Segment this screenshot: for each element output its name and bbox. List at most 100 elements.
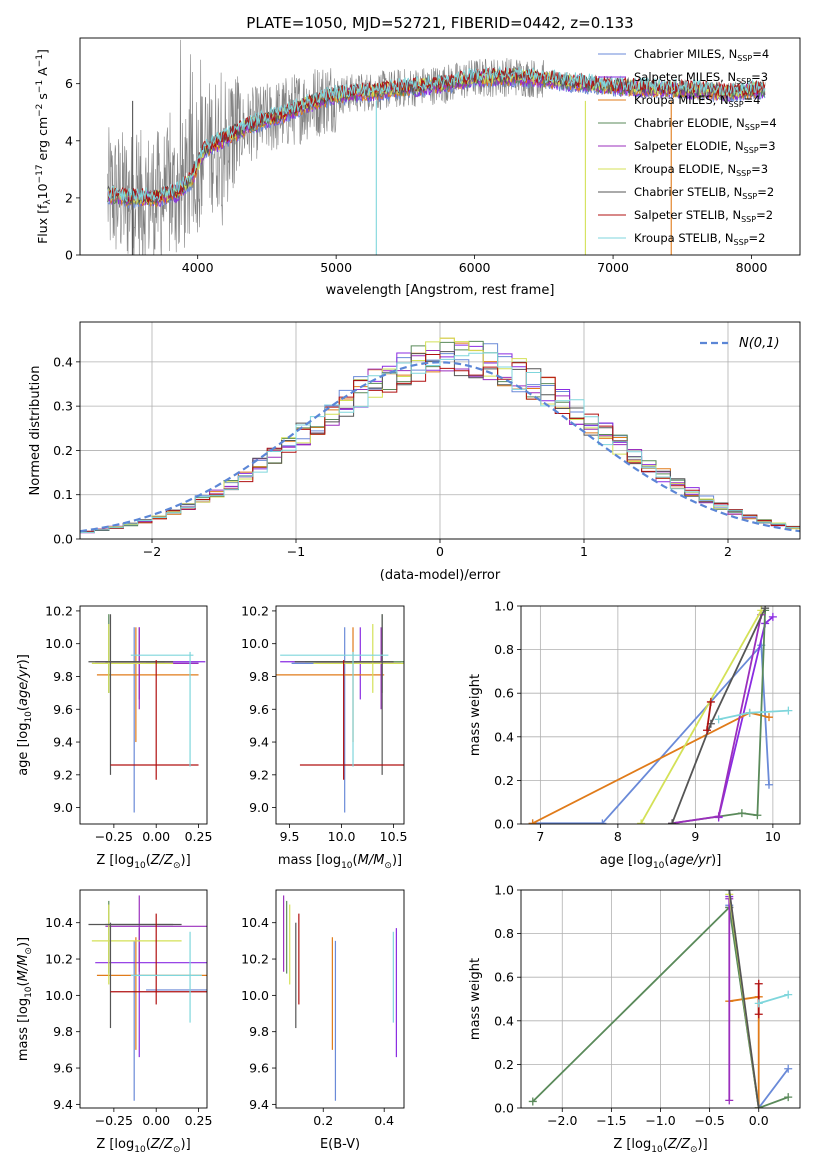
point-marker — [761, 606, 770, 613]
legend-label: Kroupa STELIB, NSSP=2 — [634, 231, 765, 247]
legend-label: Salpeter MILES, NSSP=3 — [634, 70, 768, 86]
y-axis-label: mass weight — [468, 674, 483, 756]
x-tick-label: −1.5 — [596, 1113, 626, 1128]
label-part: ( — [16, 706, 31, 711]
y-tick-label: 9.4 — [53, 1097, 73, 1112]
legend-label: Chabrier STELIB, NSSP=2 — [634, 185, 774, 201]
label-part: )] — [16, 654, 31, 664]
legend-text: =4 — [760, 116, 777, 130]
legend-label: Chabrier MILES, NSSP=4 — [634, 47, 769, 63]
legend-text: Chabrier ELODIE, N — [634, 116, 745, 130]
histogram-series — [80, 352, 800, 533]
x-tick-label: −0.25 — [95, 829, 133, 844]
y-tick-label: 0.1 — [53, 487, 73, 502]
x-tick-label: 10.0 — [328, 829, 356, 844]
legend-text: =4 — [744, 93, 761, 107]
axes-frame — [79, 889, 208, 1109]
clipped-group — [80, 337, 800, 534]
x-axis-label: E(B-V) — [320, 1137, 360, 1152]
point-marker — [706, 697, 715, 706]
x-tick-label: 1 — [580, 544, 588, 559]
label-part: )] — [16, 937, 31, 947]
y-tick-label: 10.0 — [241, 988, 269, 1003]
x-tick-label: 0.25 — [185, 829, 213, 844]
y-tick-label: 10.4 — [241, 915, 269, 930]
x-tick-label: −2 — [143, 544, 161, 559]
y-tick-label: 4 — [65, 133, 73, 148]
axes-frame — [275, 889, 405, 1109]
label-part: Z [log — [613, 1137, 651, 1152]
label-part: )] — [698, 1137, 708, 1152]
axes-frame — [79, 37, 801, 256]
y-tick-label: 10.2 — [241, 603, 269, 618]
mass-weight-line — [728, 890, 760, 1108]
axes-frame — [79, 605, 208, 825]
legend-text: =2 — [749, 231, 766, 245]
x-tick-label: 7 — [536, 829, 544, 844]
label-sub: 10 — [653, 861, 665, 871]
label-part: Z/Z — [667, 1137, 691, 1152]
y-tick-label: 9.4 — [249, 1097, 269, 1112]
point-marker — [528, 819, 537, 824]
legend-text: Salpeter STELIB, N — [634, 208, 741, 222]
axis-label: Z [log10(Z/Z⊙)] — [613, 1137, 707, 1155]
mass-weight-line — [706, 701, 712, 731]
x-axis-label: wavelength [Angstrom, rest frame] — [326, 283, 555, 298]
point-marker — [765, 713, 773, 722]
legend-sub: SSP — [729, 100, 744, 109]
legend-text: Salpeter MILES, N — [634, 70, 736, 84]
y-tick-label: 0.4 — [494, 729, 514, 744]
clipped-group — [88, 895, 207, 1101]
point-marker — [765, 780, 773, 789]
label-part: s — [35, 93, 50, 104]
x-tick-label: 2 — [724, 544, 732, 559]
point-marker — [753, 811, 762, 820]
legend-text: Salpeter ELODIE, N — [634, 139, 744, 153]
label-sup: −2 — [35, 104, 45, 117]
y-tick-label: 0 — [65, 248, 73, 263]
label-part: mass [log — [16, 998, 31, 1061]
x-axis-label: (data-model)/error — [380, 568, 501, 583]
legend-sub: SSP — [742, 192, 757, 201]
y-tick-label: 9.2 — [53, 767, 73, 782]
label-sub: 10 — [341, 861, 353, 871]
legend-label: Kroupa MILES, NSSP=4 — [634, 93, 760, 109]
y-tick-label: 10.0 — [45, 988, 73, 1003]
legend-sub: SSP — [745, 123, 760, 132]
legend-sub: SSP — [736, 77, 751, 86]
clipped-group — [528, 606, 793, 824]
y-tick-label: 9.8 — [53, 1024, 73, 1039]
label-part: Z/Z — [150, 853, 174, 868]
y-tick-label: 9.0 — [53, 800, 73, 815]
point-marker — [725, 890, 734, 894]
label-part: A — [35, 67, 50, 80]
y-tick-label: 9.0 — [249, 800, 269, 815]
label-part: mass [log — [278, 853, 341, 868]
point-marker — [754, 1010, 763, 1019]
y-tick-label: 10.4 — [45, 915, 73, 930]
point-marker — [703, 726, 711, 735]
point-marker — [528, 1097, 537, 1106]
legend-text: =3 — [751, 70, 768, 84]
x-tick-label: 0.00 — [142, 1113, 170, 1128]
y-tick-label: 2 — [65, 190, 73, 205]
label-part: ( — [664, 853, 669, 868]
legend-label: Kroupa ELODIE, NSSP=3 — [634, 162, 768, 178]
point-marker — [745, 708, 754, 717]
clipped-group — [283, 895, 397, 1101]
mass-weight-line — [718, 709, 789, 721]
label-sup: −17 — [35, 164, 45, 183]
label-part: ( — [146, 853, 151, 868]
legend-label: Chabrier ELODIE, NSSP=4 — [634, 116, 777, 132]
clipped-group — [276, 614, 404, 813]
point-marker — [768, 612, 777, 621]
x-tick-label: 0.0 — [749, 1113, 769, 1128]
legend-text: Kroupa STELIB, N — [634, 231, 734, 245]
y-tick-label: 0.2 — [494, 773, 514, 788]
point-marker — [668, 819, 677, 824]
label-part: age/yr — [16, 663, 31, 706]
legend-label: Salpeter ELODIE, NSSP=3 — [634, 139, 776, 155]
label-sub: ⊙ — [24, 947, 34, 955]
legend-text: Kroupa MILES, N — [634, 93, 729, 107]
y-tick-label: 0.2 — [53, 443, 73, 458]
